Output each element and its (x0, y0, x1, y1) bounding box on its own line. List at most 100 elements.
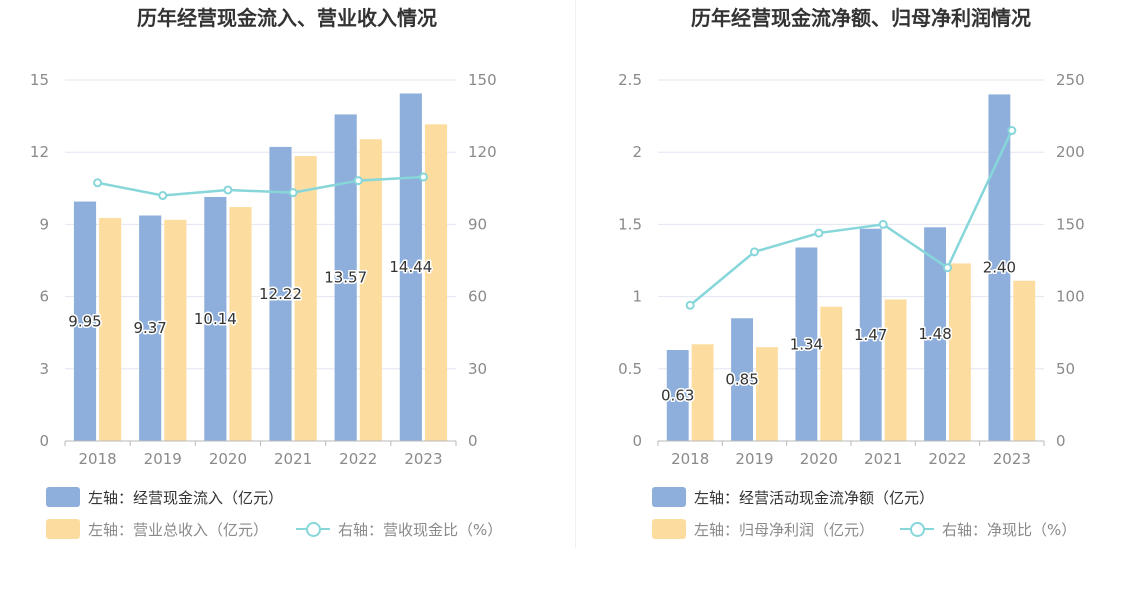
right-data-label: 2.40 (983, 259, 1016, 277)
right-data-label: 0.85 (725, 371, 758, 389)
right-line-point (750, 247, 759, 257)
left-data-label: 13.57 (324, 269, 367, 287)
legend-swatch-icon (46, 487, 80, 507)
left-bar-series1 (139, 215, 162, 441)
left-y-left-tick: 0 (39, 432, 49, 450)
legend-swatch-icon (46, 519, 80, 539)
left-bar-series1 (73, 201, 97, 441)
left-bar-series2 (294, 156, 317, 441)
right-bar-series2 (884, 299, 907, 441)
right-legend-series1[interactable]: 左轴：经营活动现金流净额（亿元） (652, 486, 934, 508)
right-bar-series1 (795, 247, 818, 441)
left-line-point (288, 188, 298, 198)
left-legend-series2-label: 左轴：营业总收入（亿元） (88, 520, 269, 539)
left-y-right-tick: 0 (468, 432, 478, 450)
left-line-point (223, 185, 233, 195)
left-bar-series2 (164, 219, 187, 441)
right-line-series3 (689, 130, 1013, 307)
left-x-tick: 2023 (404, 450, 442, 468)
right-bar-series1 (666, 350, 689, 441)
right-line-point (878, 219, 888, 229)
legend-line-icon (296, 519, 330, 539)
right-data-label: 0.63 (661, 387, 694, 405)
right-line-point (943, 263, 952, 273)
legend-swatch-icon (652, 487, 686, 507)
left-line-point (93, 178, 103, 188)
right-bar-series2 (949, 263, 971, 441)
right-y-left-tick: 0.5 (618, 360, 642, 378)
left-y-right-tick: 90 (468, 215, 487, 233)
left-line-point (158, 191, 168, 201)
right-bar-series1 (859, 228, 882, 441)
left-y-left-tick: 12 (30, 143, 49, 161)
left-legend-series2[interactable]: 左轴：营业总收入（亿元） (46, 518, 268, 540)
left-bar-series2 (359, 139, 382, 442)
right-data-label: 1.34 (790, 335, 823, 353)
right-x-tick: 2018 (671, 450, 709, 468)
right-x-tick: 2020 (800, 450, 838, 468)
left-line-point (353, 176, 363, 186)
left-legend-series1[interactable]: 左轴：经营现金流入（亿元） (46, 486, 283, 508)
right-x-tick: 2022 (928, 450, 966, 468)
right-legend-series3-label: 右轴：净现比（%） (942, 520, 1077, 539)
left-chart-title: 历年经营现金流入、营业收入情况 (137, 6, 437, 30)
right-x-tick: 2021 (864, 450, 902, 468)
left-line-point (418, 172, 428, 182)
right-line-point (685, 300, 695, 310)
right-bar-series2 (820, 306, 843, 441)
right-y-left-tick: 1.5 (618, 215, 642, 233)
left-legend-series1-label: 左轴：经营现金流入（亿元） (88, 488, 284, 507)
right-y-left-tick: 2 (632, 143, 642, 161)
right-y-right-tick: 250 (1056, 71, 1085, 89)
right-bar-series2 (691, 344, 714, 441)
right-bar-series1 (924, 227, 946, 441)
left-bar-series1 (204, 196, 227, 441)
left-bar-series1 (399, 93, 422, 442)
right-x-tick: 2023 (993, 450, 1031, 468)
right-chart-title: 历年经营现金流净额、归母净利润情况 (691, 6, 1031, 30)
left-y-left-tick: 9 (39, 215, 49, 233)
left-bar-series1 (334, 114, 357, 441)
right-bar-series1 (988, 94, 1011, 441)
left-y-left-tick: 15 (30, 71, 49, 89)
right-y-left-tick: 0 (632, 432, 642, 450)
left-line-series3 (97, 175, 424, 197)
left-y-right-tick: 120 (468, 143, 497, 161)
right-chart-panel: 历年经营现金流净额、归母净利润情况 0 0.5 1 1.5 2 2.5 0 50 100 150 2… (574, 0, 1148, 589)
left-y-right-tick: 30 (468, 360, 487, 378)
right-legend-series3[interactable]: 右轴：净现比（%） (900, 518, 1076, 540)
right-y-right-tick: 100 (1056, 288, 1085, 306)
right-y-right-tick: 200 (1056, 143, 1085, 161)
right-legend-series2-label: 左轴：归母净利润（亿元） (694, 520, 875, 539)
right-data-label: 1.47 (854, 326, 887, 344)
right-legend-series2[interactable]: 左轴：归母净利润（亿元） (652, 518, 874, 540)
right-chart-plot: 0 0.5 1 1.5 2 2.5 0 50 100 150 200 250 2018 2019 2020 2… (618, 71, 1085, 468)
right-bar-series2 (756, 347, 778, 441)
left-y-right-tick: 60 (468, 288, 487, 306)
left-data-label: 14.44 (389, 258, 432, 276)
right-bar-series1 (731, 318, 753, 441)
left-y-right-tick: 150 (468, 71, 497, 89)
left-x-tick: 2021 (274, 450, 312, 468)
right-line-point (1007, 126, 1017, 136)
right-y-left-tick: 2.5 (618, 71, 642, 89)
right-line-point (814, 228, 824, 238)
panel-divider (575, 0, 576, 548)
right-legend-series1-label: 左轴：经营活动现金流净额（亿元） (694, 488, 935, 507)
left-chart-panel: 历年经营现金流入、营业收入情况 0 3 6 9 12 15 0 30 60 90 120 150 201… (30, 6, 502, 540)
left-data-label: 12.22 (259, 285, 302, 303)
right-x-tick: 2019 (735, 450, 773, 468)
left-y-left-tick: 6 (39, 288, 49, 306)
left-x-tick: 2020 (209, 450, 247, 468)
left-x-tick: 2018 (78, 450, 116, 468)
right-y-right-tick: 0 (1056, 432, 1066, 450)
left-bar-series2 (424, 124, 448, 442)
left-x-tick: 2019 (144, 450, 182, 468)
left-bar-series2 (99, 217, 122, 441)
left-y-left-tick: 3 (39, 360, 49, 378)
left-legend-series3[interactable]: 右轴：营收现金比（%） (296, 518, 502, 540)
right-data-label: 1.48 (918, 325, 951, 343)
right-y-right-tick: 50 (1056, 360, 1075, 378)
legend-swatch-icon (652, 519, 686, 539)
left-x-tick: 2022 (339, 450, 377, 468)
